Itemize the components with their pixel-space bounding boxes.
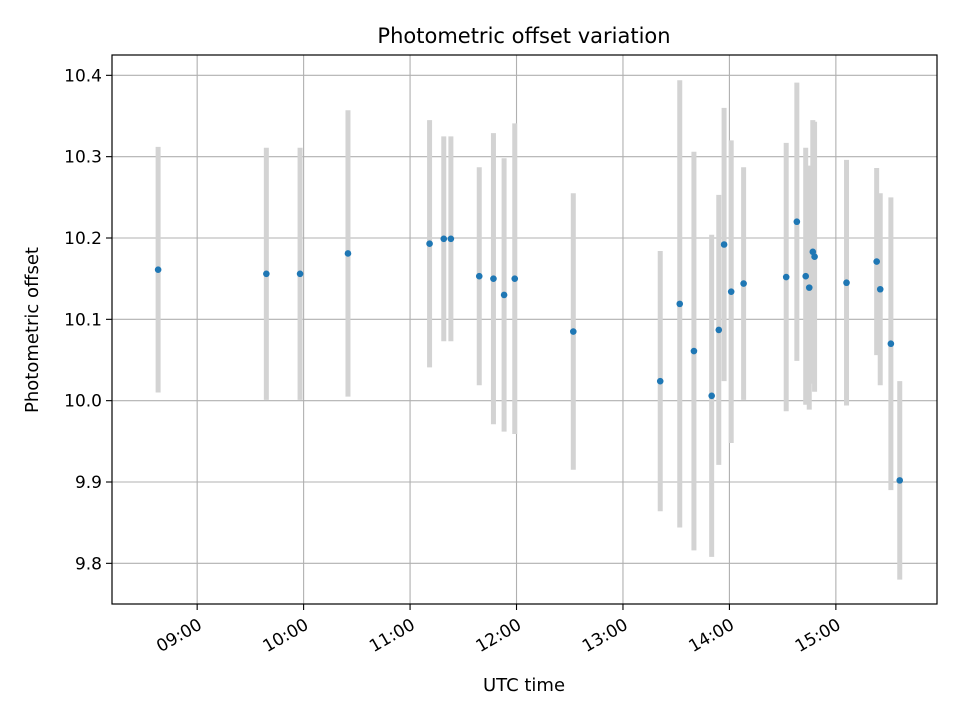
y-tick-label: 10.1 [64,310,102,330]
data-point [896,477,904,484]
x-tick-label: 15:00 [792,615,844,657]
x-tick-label: 12:00 [473,615,525,657]
data-point [720,241,728,248]
data-point [793,218,801,226]
data-point [440,235,448,243]
y-tick-label: 10.3 [64,148,102,168]
data-point [873,258,880,265]
data-point [154,266,162,274]
y-tick-label: 10.0 [64,392,102,412]
data-point [805,284,813,291]
y-axis-ticks: 9.8 9.9 10.0 10.1 10.2 10.3 10.4 [64,66,112,574]
data-point [656,377,664,385]
data-point [802,272,810,280]
y-tick-label: 9.9 [75,473,102,493]
plot-area-frame [111,54,938,605]
data-point [887,340,895,348]
data-point [715,326,723,334]
data-points [154,218,904,484]
data-point [676,300,684,308]
data-point [727,288,735,295]
chart-title: Photometric offset variation [377,24,670,48]
data-point [475,272,483,280]
data-point [296,270,304,278]
data-point [344,250,352,257]
x-tick-label: 11:00 [366,615,418,657]
data-point [740,280,747,287]
x-tick-label: 13:00 [579,615,631,657]
data-point [782,273,790,281]
data-point [500,291,508,299]
y-tick-label: 10.4 [64,66,102,86]
error-bars [155,80,903,580]
x-axis-ticks: 09:00 10:00 11:00 12:00 13:00 14:00 15:00 [153,604,844,657]
y-axis-label: Photometric offset [22,247,43,413]
data-point [876,285,884,293]
data-point [690,347,698,355]
data-point [843,279,850,287]
data-point [447,235,455,243]
x-tick-label: 10:00 [260,615,312,657]
data-point [811,253,818,261]
x-tick-label: 14:00 [685,615,737,657]
data-point [511,275,519,282]
data-point [490,275,497,282]
x-axis-label: UTC time [483,675,565,696]
y-tick-label: 9.8 [75,554,102,574]
data-point [708,392,715,400]
y-tick-label: 10.2 [64,229,102,249]
x-tick-label: 09:00 [153,615,205,657]
data-point [569,328,577,335]
data-point [426,240,433,247]
data-point [263,270,270,278]
